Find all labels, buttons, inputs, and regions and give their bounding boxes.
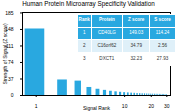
html-text:2.56: 2.56 [158, 43, 167, 48]
svg-text:111: 111 [5, 42, 14, 49]
html-text:1: 1 [82, 30, 86, 36]
html-text:CD40LG: CD40LG [98, 30, 116, 36]
svg-text:185: 185 [5, 10, 14, 16]
svg-text:Strength of Signal (Z score): Strength of Signal (Z score) [2, 23, 8, 84]
html-text:Protein: Protein [99, 17, 115, 23]
html-text:3: 3 [82, 55, 86, 61]
html-text:2: 2 [82, 43, 86, 48]
svg-text:1: 1 [35, 103, 38, 109]
svg-text:148: 148 [5, 26, 14, 33]
html-text:114.24: 114.24 [155, 30, 170, 36]
html-text:32.23: 32.23 [130, 55, 142, 61]
html-text:27.93: 27.93 [156, 55, 169, 61]
html-text:Rank: Rank [78, 17, 90, 23]
svg-text:0: 0 [11, 92, 14, 98]
html-text:34.79: 34.79 [130, 43, 142, 48]
svg-text:37: 37 [8, 76, 14, 82]
html-text:DXCT1: DXCT1 [99, 55, 115, 61]
svg-text:30: 30 [164, 103, 170, 109]
svg-text:20: 20 [148, 103, 154, 109]
svg-text:Signal Rank: Signal Rank [83, 105, 110, 111]
svg-text:74: 74 [8, 59, 14, 65]
html-text:Z score: Z score [128, 17, 145, 23]
html-text:Human Protein Microarray Speci: Human Protein Microarray Specificity Val… [22, 0, 155, 7]
html-text:S score: S score [154, 17, 171, 23]
html-text:C16orf62: C16orf62 [97, 43, 117, 48]
svg-text:10: 10 [122, 103, 128, 109]
html-text:149.03: 149.03 [129, 30, 144, 36]
